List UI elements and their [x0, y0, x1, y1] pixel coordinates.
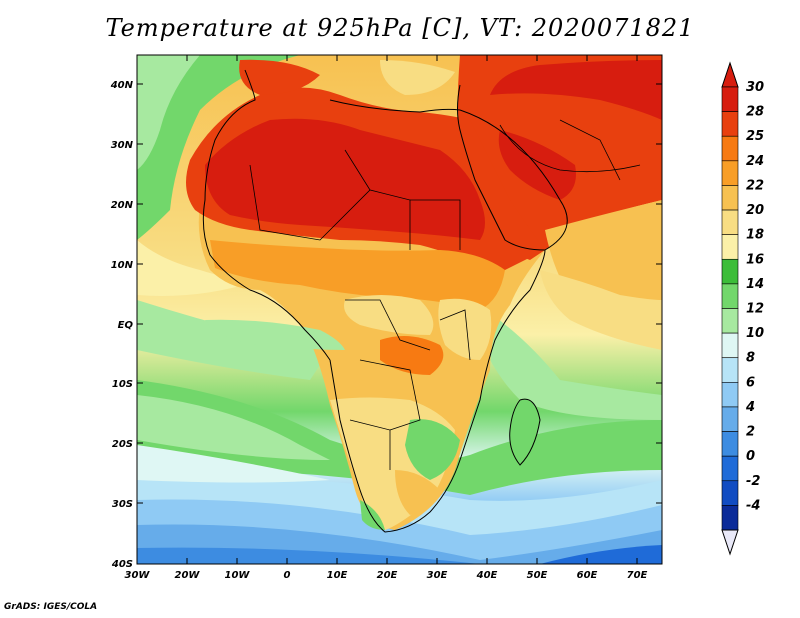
colorbar-label: 22 — [746, 178, 764, 193]
colorbar-box — [721, 505, 739, 531]
map-title: Temperature at 925hPa [C], VT: 202007182… — [105, 14, 695, 42]
lat-label: 20S — [112, 439, 133, 450]
colorbar-box — [721, 406, 739, 432]
lat-label: 40S — [111, 559, 133, 570]
colorbar-box — [721, 111, 739, 137]
colorbar-label: 6 — [746, 375, 755, 390]
colorbar-label: 8 — [746, 351, 755, 366]
colorbar-bottom-arrow — [721, 529, 739, 556]
colorbar-label: -4 — [746, 498, 760, 513]
colorbar-box — [721, 308, 739, 334]
lat-label: 10N — [111, 260, 134, 271]
lon-label: 60E — [577, 570, 598, 581]
lat-tick-marks — [137, 83, 662, 504]
colorbar-box — [721, 431, 739, 457]
lat-label: EQ — [118, 320, 134, 331]
lon-label: 10W — [225, 570, 251, 581]
colorbar-box — [721, 455, 739, 482]
colorbar-box — [721, 258, 739, 285]
colorbar-box — [721, 185, 739, 211]
colorbar-box — [721, 283, 739, 309]
colorbar-label: 25 — [746, 129, 764, 144]
lon-labels: 30W 20W 10W 0 10E 20E 30E 40E 50E 60E 70… — [125, 570, 648, 581]
colorbar-label: 12 — [746, 302, 764, 317]
colorbar-label: 18 — [746, 228, 764, 243]
colorbar-label: 0 — [746, 449, 755, 464]
colorbar-box — [721, 86, 739, 112]
colorbar-box — [721, 357, 739, 383]
lat-labels: 40N 30N 20N 10N EQ 10S 20S 30S 40S — [110, 80, 134, 570]
lat-label: 10S — [112, 379, 133, 390]
colorbar-label: 14 — [746, 277, 764, 292]
lon-label: 20W — [175, 570, 201, 581]
colorbar-boxes — [721, 86, 739, 531]
colorbar-label: 20 — [746, 203, 764, 218]
lon-label: 20E — [377, 570, 398, 581]
colorbar-label: -2 — [746, 474, 760, 489]
lon-label: 70E — [627, 570, 648, 581]
lon-label: 30E — [427, 570, 448, 581]
colorbar-label: 10 — [746, 326, 764, 341]
lat-label: 30N — [111, 140, 134, 151]
lon-label: 0 — [284, 570, 291, 581]
colorbar-top-arrow — [721, 61, 739, 88]
lat-label: 30S — [112, 499, 133, 510]
colorbar-label: 16 — [746, 252, 764, 267]
lon-label: 50E — [527, 570, 548, 581]
colorbar-label: 30 — [746, 80, 764, 95]
colorbar-box — [721, 332, 739, 359]
lon-label: 40E — [476, 570, 498, 581]
colorbar-box — [721, 382, 739, 408]
colorbar-box — [721, 135, 739, 162]
plot-frame — [136, 54, 663, 565]
temperature-field — [137, 55, 662, 564]
colorbar-label: 2 — [746, 425, 755, 440]
colorbar-label: 28 — [746, 105, 764, 120]
colorbar-box — [721, 209, 739, 235]
colorbar-box — [721, 480, 739, 506]
credit-text: GrADS: IGES/COLA — [4, 602, 98, 612]
colorbar-label: 4 — [745, 400, 755, 415]
coastlines — [202, 69, 641, 533]
lon-label: 30W — [125, 570, 151, 581]
lon-label: 10E — [327, 570, 348, 581]
colorbar-box — [721, 160, 739, 186]
lat-label: 40N — [110, 80, 134, 91]
lon-tick-marks — [186, 55, 638, 564]
lat-label: 20N — [111, 200, 134, 211]
colorbar-box — [721, 234, 739, 260]
colorbar-label: 24 — [746, 154, 764, 169]
